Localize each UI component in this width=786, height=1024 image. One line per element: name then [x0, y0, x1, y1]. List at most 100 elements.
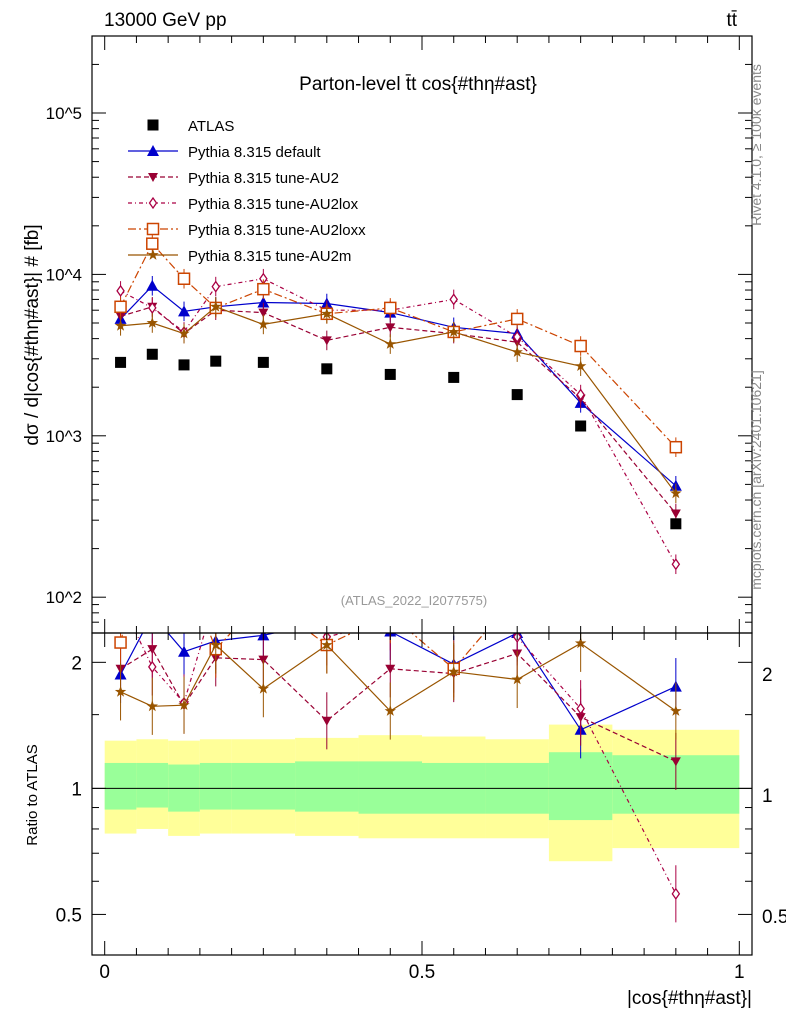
ratio-point: [210, 639, 222, 650]
data-point: [511, 389, 523, 401]
rivet-label: Rivet 4.1.0, ≥ 100k events: [748, 64, 764, 226]
ratio-line: [120, 642, 677, 712]
data-point: [146, 317, 158, 328]
series-atlas: [115, 348, 682, 530]
ratio-point: [258, 592, 269, 603]
ratio-point: [117, 596, 124, 606]
mcplots-label: mcplots.cern.ch [arXiv:2401.10621]: [748, 370, 764, 589]
data-point: [574, 360, 587, 371]
data-point: [670, 509, 681, 519]
ratio-y-tick-label: 2: [71, 653, 82, 674]
y-tick-label: 10^5: [46, 104, 82, 123]
data-point: [511, 346, 523, 357]
data-point: [669, 440, 683, 454]
ratio-band-inner: [358, 761, 422, 814]
ratio-point: [178, 645, 191, 657]
series-line: [120, 306, 677, 494]
ratio-series-au2loxx: [114, 560, 681, 698]
data-point: [258, 308, 269, 318]
data-point: [384, 368, 396, 380]
data-point: [114, 319, 127, 331]
x-tick-label: 0.5: [409, 962, 435, 983]
data-point: [146, 279, 159, 291]
data-point: [211, 280, 221, 293]
ratio-y-tick-label: 1: [71, 779, 82, 800]
ratio-series-au2m: [114, 633, 682, 740]
ratio-point: [114, 636, 127, 649]
data-point: [178, 305, 191, 317]
ratio-point: [260, 566, 267, 576]
data-point: [448, 371, 460, 383]
ratio-point: [178, 699, 190, 710]
data-point: [147, 301, 157, 315]
data-point: [384, 338, 396, 349]
data-point: [574, 339, 587, 353]
ratio-band-inner: [199, 762, 232, 810]
x-tick-label: 0: [99, 962, 110, 983]
energy-label: 13000 GeV pp: [104, 10, 227, 31]
ratio-point: [258, 655, 269, 665]
x-tick-labels: 0 0.5 1: [99, 962, 744, 983]
ratio-point: [146, 700, 158, 712]
ratio-point: [257, 682, 270, 694]
ratio-band-inner: [136, 762, 169, 808]
data-point: [257, 318, 270, 330]
series-line: [120, 284, 677, 487]
data-point: [321, 307, 333, 319]
ratio-line: [120, 633, 486, 670]
data-point: [321, 363, 333, 375]
ratio-point: [512, 589, 523, 600]
data-point: [512, 330, 522, 344]
ratio-point: [321, 616, 333, 627]
legend-marker: [147, 145, 159, 156]
ratio-point: [387, 617, 394, 627]
ratio-point: [670, 586, 681, 597]
process-label: tt̄: [726, 10, 737, 31]
legend-marker: [148, 196, 158, 210]
ratio-y-tick-label-right: 1: [762, 786, 773, 807]
ratio-y-axis-title: Ratio to ATLAS: [24, 744, 41, 845]
data-point: [177, 272, 191, 285]
data-point: [448, 325, 460, 337]
legend-label: Pythia 8.315 tune-AU2lox: [188, 196, 359, 213]
series-au2: [115, 296, 681, 524]
data-point: [257, 296, 270, 308]
legend-label: Pythia 8.315 tune-AU2: [188, 170, 339, 187]
series-au2m: [114, 296, 682, 504]
ratio-point: [146, 609, 158, 620]
data-point: [670, 487, 682, 499]
band-layer: [92, 724, 752, 862]
data-point: [146, 348, 158, 360]
ratio-point: [574, 637, 587, 649]
ratio-point: [671, 887, 681, 900]
x-axis-title: |cos{#thη#ast}|: [627, 988, 752, 1009]
legend-label: ATLAS: [188, 118, 234, 135]
y-tick-label: 10^2: [46, 588, 82, 607]
ratio-band-inner: [104, 762, 137, 810]
y-tick-label: 10^4: [46, 265, 82, 284]
ratio-line: [120, 633, 677, 731]
series-line: [120, 306, 677, 514]
data-point: [257, 282, 270, 296]
data-point: [671, 558, 681, 571]
legend: ATLAS Pythia 8.315 default Pythia 8.315 …: [128, 118, 366, 265]
y-axis-title: dσ / d|cos{#thη#ast}| # [fb]: [22, 224, 43, 445]
ratio-y-tick-labels: 0.5 1 2 0.5 1 2: [56, 653, 786, 928]
legend-label: Pythia 8.315 default: [188, 144, 321, 161]
ratio-point: [321, 716, 332, 726]
data-point: [449, 293, 459, 306]
ratio-y-tick-label-right: 2: [762, 665, 773, 686]
data-point: [384, 301, 397, 315]
legend-marker: [146, 222, 160, 236]
ratio-y-tick-label-right: 0.5: [762, 907, 786, 928]
data-point: [178, 359, 190, 371]
ratio-point: [385, 664, 396, 674]
ratio-point: [114, 685, 127, 697]
analysis-watermark: (ATLAS_2022_I2077575): [341, 593, 487, 608]
series-au2loxx: [114, 233, 683, 457]
ratio-point: [321, 639, 333, 650]
data-point: [146, 237, 159, 250]
ratio-point: [179, 560, 190, 571]
data-point: [115, 356, 127, 368]
